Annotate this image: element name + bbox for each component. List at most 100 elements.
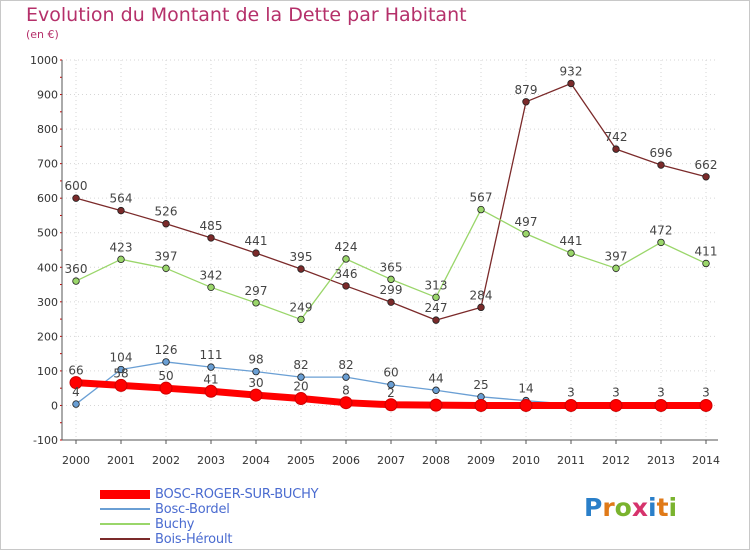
data-point [699,398,713,412]
data-point [159,381,173,395]
data-label: 497 [515,215,538,229]
data-point [297,373,305,381]
data-point [657,238,665,247]
data-label: 4 [72,385,80,399]
data-label: 41 [203,372,218,386]
data-label: 567 [470,191,493,205]
data-label: 66 [68,364,83,378]
data-point [294,392,308,406]
data-point [342,255,350,263]
data-label: 397 [605,249,628,263]
y-tick-label: 1000 [30,54,58,67]
y-tick-label: 500 [37,227,58,240]
data-point [384,398,398,412]
logo-letter: t [656,493,669,522]
data-label: 284 [470,288,493,302]
data-point [567,249,575,257]
legend-swatch [100,523,150,525]
data-point [702,173,710,181]
data-point [207,283,215,292]
data-point [252,367,260,376]
data-label: 3 [612,385,620,399]
x-tick-label: 2012 [602,454,630,467]
data-label: 365 [380,260,403,274]
data-point [297,315,305,324]
x-tick-label: 2008 [422,454,450,467]
data-label: 526 [155,205,178,219]
data-point [702,259,710,268]
data-label: 297 [245,284,268,298]
data-point [339,396,353,410]
data-label: 14 [518,382,533,396]
legend-swatch [100,508,150,510]
y-tick-label: 900 [37,89,58,102]
data-label: 600 [65,179,88,193]
data-label: 60 [383,366,398,380]
data-point [342,373,350,381]
data-point [432,316,440,324]
data-point [207,234,215,242]
y-tick-label: 600 [37,192,58,205]
data-label: 3 [657,385,665,399]
data-label: 564 [110,192,133,206]
data-point [72,194,80,202]
data-point [522,230,530,238]
data-label: 313 [425,278,448,292]
data-point [297,265,305,273]
data-label: 58 [113,366,128,380]
x-tick-label: 2003 [197,454,225,467]
data-label: 346 [335,267,358,281]
data-label: 3 [702,385,710,399]
data-label: 2 [387,386,395,400]
data-point [567,79,575,88]
data-point [612,145,620,153]
chart-title: Evolution du Montant de la Dette par Hab… [26,4,467,26]
data-point [252,249,260,257]
data-point [117,206,125,215]
data-label: 111 [200,348,223,362]
data-point [522,98,530,106]
data-point [432,386,440,394]
legend-item: Buchy [100,516,194,532]
y-tick-label: 700 [37,158,58,171]
data-point [207,363,215,371]
data-label: 696 [650,146,673,160]
data-point [429,398,443,412]
data-label: 424 [335,240,358,254]
x-tick-label: 2013 [647,454,675,467]
x-tick-label: 2000 [62,454,90,467]
legend-item: Bosc-Bordel [100,501,230,517]
data-point [612,264,620,273]
y-tick-label: 300 [37,296,58,309]
data-label: 485 [200,219,223,233]
data-point [342,282,350,290]
data-point [432,293,440,302]
data-label: 395 [290,250,313,264]
data-point [387,381,395,389]
data-label: 98 [248,353,263,367]
data-point [114,378,128,392]
data-point [477,205,485,214]
logo-letter: P [584,493,603,522]
data-point [654,398,668,412]
data-point [72,277,80,285]
data-point [477,303,485,312]
data-label: 104 [110,351,133,365]
data-label: 30 [248,376,263,390]
data-label: 82 [293,358,308,372]
data-point [519,398,533,412]
data-label: 342 [200,268,223,282]
data-label: 82 [338,358,353,372]
y-tick-label: 200 [37,330,58,343]
data-label: 249 [290,300,313,314]
logo-letter: i [648,493,657,522]
legend-swatch [100,489,150,499]
x-tick-label: 2005 [287,454,315,467]
data-label: 44 [428,371,443,385]
data-point [162,264,170,273]
data-point [162,358,170,366]
y-tick-label: 400 [37,261,58,274]
data-point [474,398,488,412]
data-label: 662 [695,158,718,172]
data-label: 441 [245,234,268,248]
